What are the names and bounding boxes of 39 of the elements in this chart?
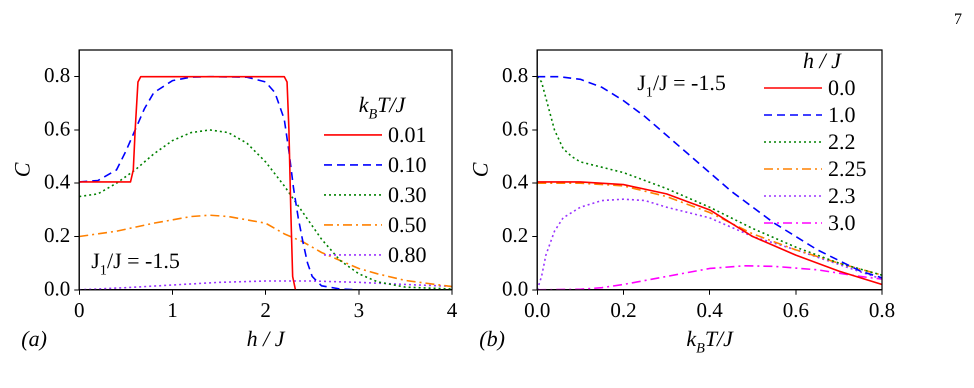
x-tick-label: 2 [260, 298, 271, 322]
legend-label: 0.0 [828, 75, 856, 100]
y-tick-label: 0.4 [502, 170, 529, 194]
legend-label: 0.50 [388, 212, 426, 237]
y-tick-label: 0.8 [44, 63, 70, 88]
legend-label: 0.01 [388, 122, 426, 147]
legend-title: h / J [803, 48, 842, 73]
y-axis-title: C [467, 162, 492, 178]
x-tick-label: 4 [446, 298, 458, 322]
y-tick-label: 0.8 [502, 63, 528, 88]
legend-label: 0.80 [388, 242, 426, 267]
legend-label: 2.3 [828, 183, 856, 208]
x-tick-label: 0.8 [868, 298, 896, 322]
x-tick-label: 0.0 [524, 298, 550, 322]
legend-label: 1.0 [828, 102, 856, 127]
text: (b) [479, 326, 505, 351]
legend-label: 0.10 [388, 152, 426, 177]
x-tick-label: 1 [167, 298, 178, 322]
legend-label: 3.0 [828, 210, 856, 235]
line-series [79, 214, 452, 288]
y-tick-label: 0.0 [502, 276, 528, 300]
y-tick-label: 0.2 [44, 223, 70, 248]
x-tick-label: 3 [354, 298, 364, 322]
legend-label: 2.2 [828, 129, 856, 154]
text: (a) [21, 326, 47, 351]
y-axis-title: C [9, 162, 34, 178]
x-tick-label: 0.6 [782, 298, 809, 322]
y-tick-label: 0.0 [44, 276, 70, 300]
y-tick-label: 0.2 [502, 223, 528, 248]
y-tick-label: 0.6 [502, 116, 528, 140]
y-tick-label: 0.4 [44, 170, 71, 194]
legend-label: 2.25 [828, 156, 866, 181]
x-tick-label: 0 [74, 298, 84, 322]
x-axis-title: h / J [246, 326, 286, 351]
text: 7 [954, 11, 962, 28]
x-tick-label: 0.2 [610, 298, 637, 322]
y-tick-label: 0.6 [44, 116, 70, 140]
x-tick-label: 0.4 [696, 298, 724, 322]
legend-label: 0.30 [388, 182, 426, 207]
